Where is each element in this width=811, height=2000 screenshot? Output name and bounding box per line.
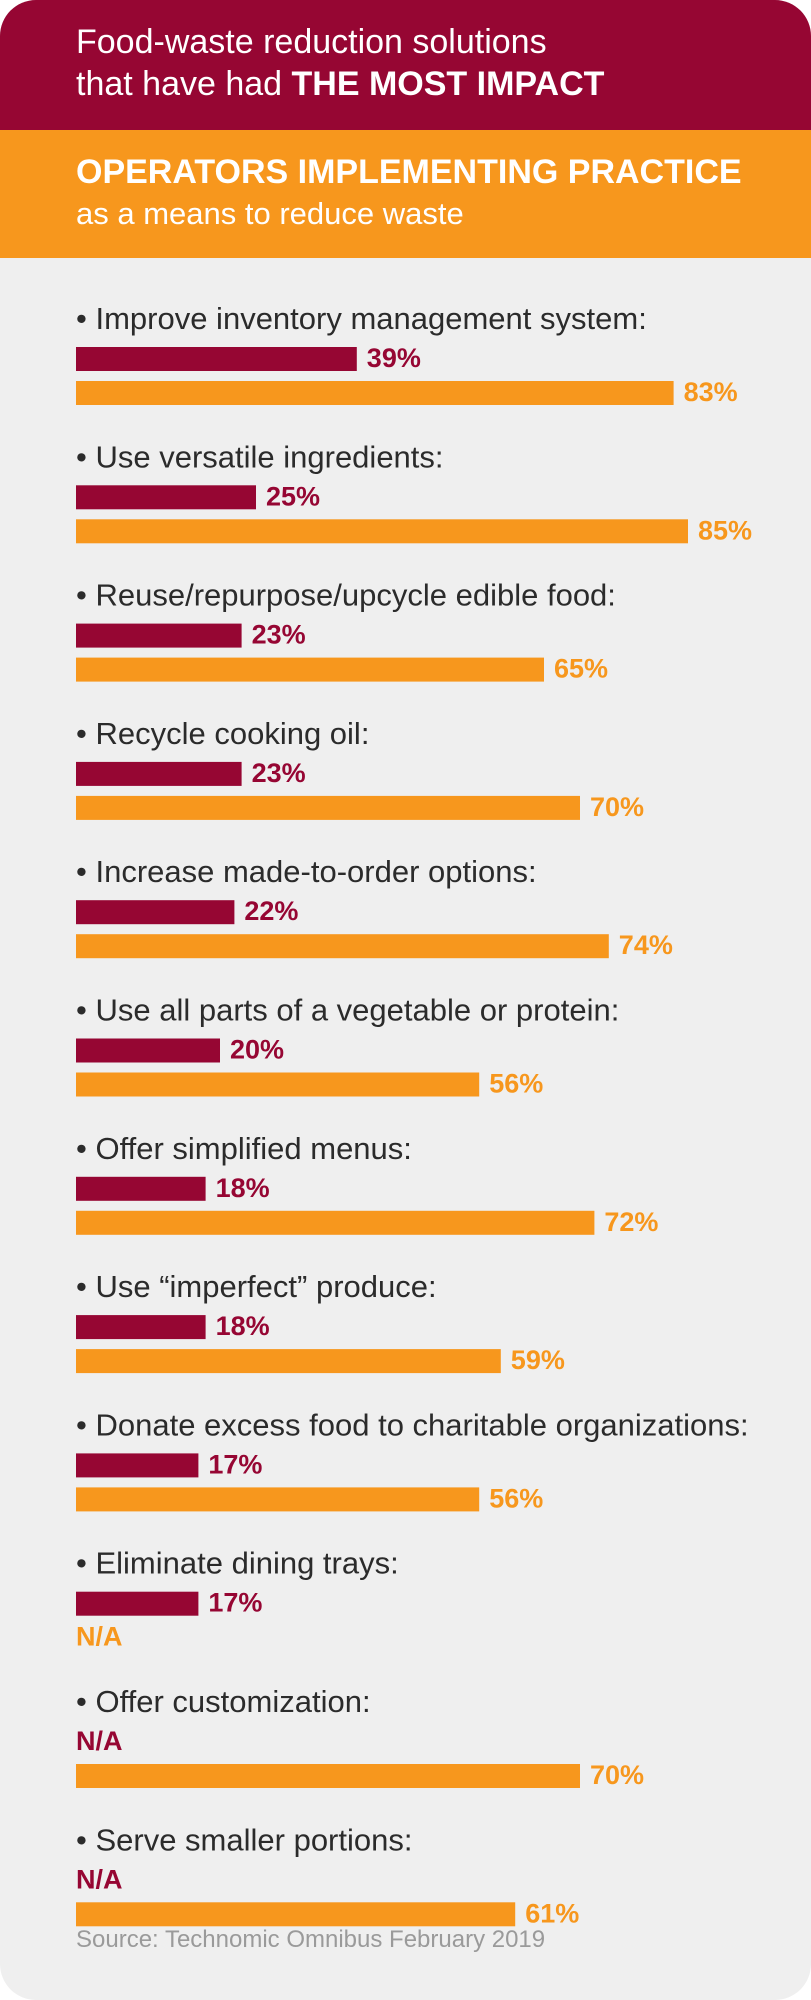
bar-orange [76, 1072, 480, 1097]
subheader-subtitle: as a means to reduce waste [76, 196, 464, 231]
bar-maroon [76, 1315, 206, 1340]
category-label: • Use “imperfect” produce: [76, 1269, 437, 1304]
category-label: • Offer customization: [76, 1684, 371, 1719]
category-label: • Eliminate dining trays: [76, 1546, 399, 1581]
value-label: 56% [489, 1069, 543, 1099]
bar-maroon [76, 347, 357, 371]
value-label: 17% [208, 1588, 262, 1618]
header-line-2-prefix: that have had [76, 65, 292, 103]
value-label: 39% [367, 343, 421, 373]
bar-maroon [76, 1038, 220, 1063]
header-line-1: Food-waste reduction solutions [76, 23, 547, 61]
header-banner: Food-waste reduction solutions that have… [0, 0, 811, 130]
bar-orange [76, 657, 544, 682]
subheader-banner: OPERATORS IMPLEMENTING PRACTICE as a mea… [0, 130, 811, 258]
value-label: 65% [554, 654, 608, 684]
value-label: 56% [489, 1483, 543, 1513]
category-label: • Increase made-to-order options: [76, 854, 537, 889]
bar-orange [76, 1902, 516, 1927]
na-label: N/A [76, 1726, 123, 1756]
value-label: 85% [698, 515, 752, 545]
value-label: 72% [604, 1207, 658, 1237]
value-label: 70% [590, 1760, 644, 1790]
category-label: • Use versatile ingredients: [76, 439, 444, 474]
category-label: • Recycle cooking oil: [76, 716, 369, 751]
bar-maroon [76, 761, 242, 786]
bar-maroon [76, 1453, 199, 1478]
bar-orange [76, 1210, 595, 1235]
category-label: • Donate excess food to charitable organ… [76, 1407, 749, 1442]
value-label: 74% [619, 930, 673, 960]
category-label: • Use all parts of a vegetable or protei… [76, 993, 619, 1028]
category-label: • Serve smaller portions: [76, 1822, 412, 1857]
value-label: 83% [684, 377, 738, 407]
bar-maroon [76, 900, 235, 925]
value-label: 59% [511, 1345, 565, 1375]
source-note: Source: Technomic Omnibus February 2019 [76, 1926, 546, 1953]
value-label: 23% [252, 620, 306, 650]
value-label: 70% [590, 792, 644, 822]
header-line-2-strong: THE MOST IMPACT [291, 65, 605, 103]
value-label: 22% [244, 896, 298, 926]
bar-orange [76, 1764, 580, 1788]
bar-orange [76, 519, 688, 544]
value-label: 25% [266, 481, 320, 511]
subheader-title: OPERATORS IMPLEMENTING PRACTICE [76, 153, 742, 191]
value-label: 23% [252, 758, 306, 788]
bar-orange [76, 1349, 501, 1374]
value-label: 17% [208, 1449, 262, 1479]
bar-orange [76, 381, 674, 405]
category-label: • Reuse/repurpose/upcycle edible food: [76, 578, 616, 613]
bar-orange [76, 795, 580, 820]
na-label: N/A [76, 1864, 123, 1894]
value-label: 20% [230, 1035, 284, 1065]
bar-maroon [76, 485, 256, 510]
value-label: 18% [216, 1173, 270, 1203]
bar-orange [76, 1487, 480, 1512]
category-label: • Improve inventory management system: [76, 301, 647, 336]
bar-maroon [76, 1176, 206, 1201]
bar-orange [76, 934, 609, 959]
header-line-2: that have had THE MOST IMPACT [76, 64, 604, 104]
value-label: 18% [216, 1311, 270, 1341]
na-label: N/A [76, 1622, 123, 1652]
bar-maroon [76, 1591, 199, 1616]
bar-maroon [76, 623, 242, 648]
value-label: 61% [525, 1898, 579, 1928]
category-label: • Offer simplified menus: [76, 1131, 412, 1166]
